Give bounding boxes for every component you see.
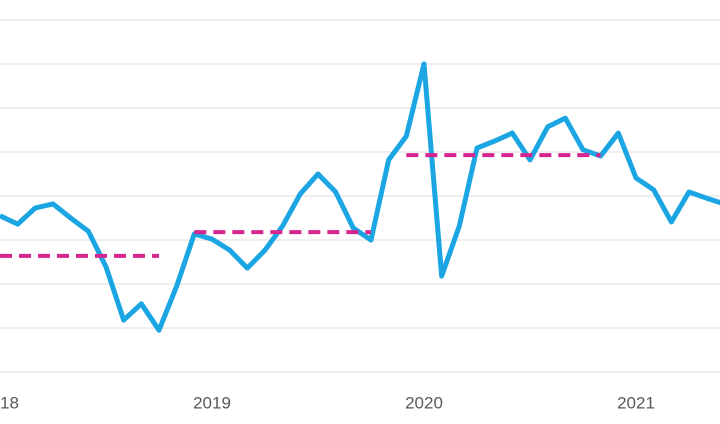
x-tick-label: 2018	[0, 393, 19, 412]
x-tick-label: 2019	[193, 393, 231, 412]
average-line	[0, 153, 601, 258]
x-tick-label: 2020	[405, 393, 443, 412]
data-line	[0, 61, 720, 333]
x-tick-label: 2021	[617, 393, 655, 412]
